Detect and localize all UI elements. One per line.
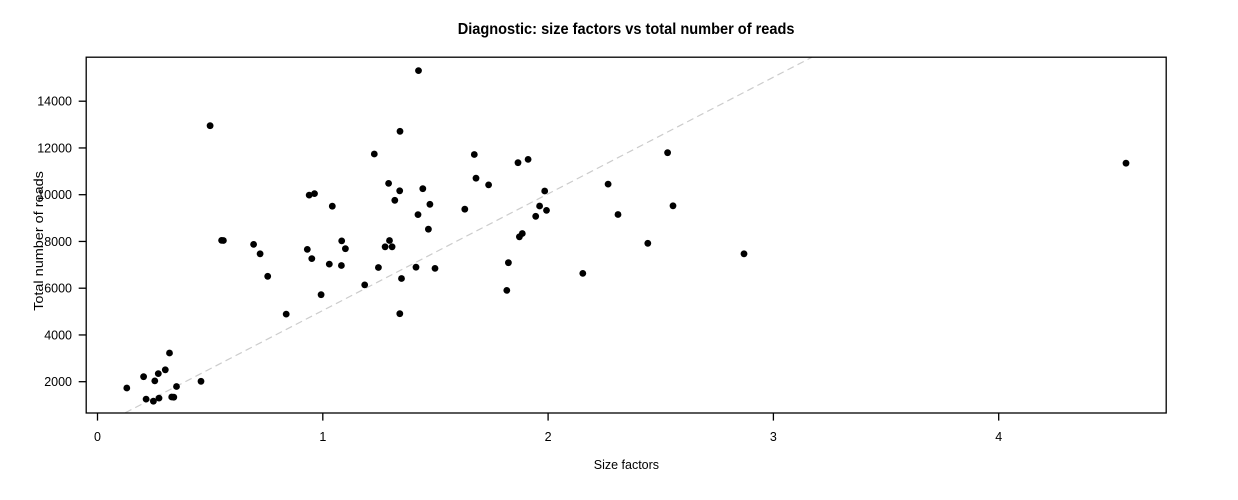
svg-text:Diagnostic: size factors vs to: Diagnostic: size factors vs total number… (458, 21, 795, 38)
svg-text:12000: 12000 (37, 141, 72, 155)
svg-text:2000: 2000 (44, 375, 72, 389)
svg-text:10000: 10000 (37, 188, 72, 202)
svg-text:14000: 14000 (37, 95, 72, 109)
svg-text:6000: 6000 (44, 282, 72, 296)
svg-text:2: 2 (545, 430, 552, 444)
svg-text:4: 4 (995, 430, 1002, 444)
svg-text:Size factors: Size factors (594, 458, 659, 472)
svg-text:4000: 4000 (44, 328, 72, 342)
svg-text:1: 1 (319, 430, 326, 444)
svg-text:8000: 8000 (44, 235, 72, 249)
svg-text:3: 3 (770, 430, 777, 444)
svg-text:0: 0 (94, 430, 101, 444)
svg-text:Total number of reads: Total number of reads (32, 171, 46, 311)
